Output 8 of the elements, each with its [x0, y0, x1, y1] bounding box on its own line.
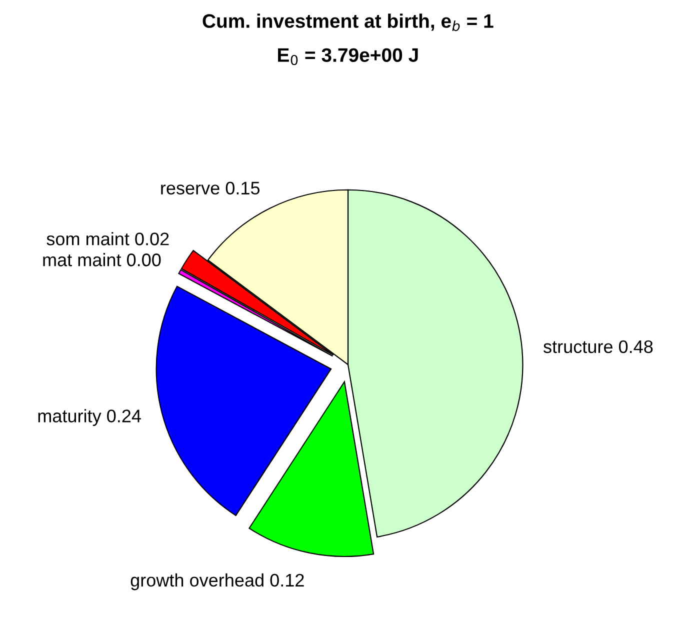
- slice-label: growth overhead 0.12: [130, 573, 304, 590]
- slice-label: som maint 0.02: [46, 232, 169, 246]
- slice-label: maturity 0.24: [38, 409, 141, 426]
- slice-label: reserve 0.15: [161, 182, 260, 195]
- slice-label: structure 0.48: [544, 340, 653, 354]
- slice-label: mat maint 0.00: [43, 253, 161, 266]
- chart-subtitle: E$_{0}$ = 3.79e+00 J: [278, 48, 418, 66]
- chart-title: Cum. investment at birth, e$_{b}$ = 1: [202, 14, 494, 32]
